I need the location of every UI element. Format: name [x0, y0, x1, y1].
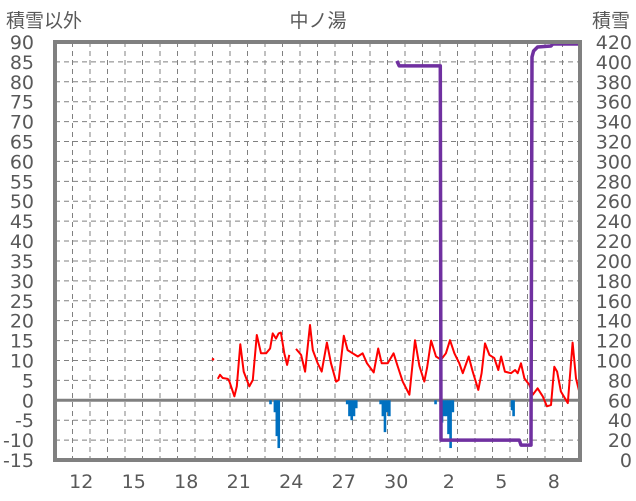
temperature-point — [211, 358, 215, 361]
y-right-tick-label: 400 — [596, 52, 632, 74]
precipitation-bar — [443, 400, 446, 417]
y-right-tick-label: 200 — [596, 251, 632, 273]
y-left-tick-label: 35 — [10, 251, 34, 273]
y-right-tick-label: 80 — [608, 370, 632, 392]
temperature-line — [216, 331, 291, 398]
precipitation-bar — [273, 400, 277, 413]
y-left-tick-label: 15 — [10, 331, 34, 353]
left-axis-title: 積雪以外 — [6, 10, 82, 32]
precipitation-bar — [383, 400, 387, 433]
precipitation-bar — [381, 400, 385, 417]
y-left-tick-label: 75 — [10, 92, 34, 114]
y-right-tick-label: 260 — [596, 191, 632, 213]
y-left-tick-label: 90 — [10, 32, 34, 54]
y-right-tick-label: 360 — [596, 92, 632, 114]
y-right-tick-label: 60 — [608, 390, 632, 412]
y-right-tick-label: 420 — [596, 32, 632, 54]
snow_depth-line — [395, 42, 580, 447]
y-left-tick-label: 55 — [10, 171, 34, 193]
y-right-tick-label: 140 — [596, 311, 632, 333]
precipitation-bar — [512, 400, 515, 417]
y-right-tick-label: 180 — [596, 271, 632, 293]
x-tick-label: 12 — [69, 471, 93, 493]
y-left-tick-label: 50 — [10, 191, 34, 213]
precipitation-bar — [449, 400, 452, 449]
right-axis-title: 積雪 — [592, 10, 630, 32]
y-left-tick-label: 10 — [10, 350, 34, 372]
x-tick-label: 8 — [548, 471, 560, 493]
x-tick-label: 21 — [227, 471, 251, 493]
y-left-tick-label: 40 — [10, 231, 34, 253]
y-right-tick-label: 220 — [596, 231, 632, 253]
y-right-tick-label: 120 — [596, 331, 632, 353]
y-left-tick-label: -5 — [15, 410, 34, 432]
precipitation-bar — [385, 400, 389, 413]
y-left-tick-label: 45 — [10, 211, 34, 233]
y-left-tick-label: 65 — [10, 132, 34, 154]
precipitation-bar — [445, 400, 448, 417]
y-left-tick-label: 80 — [10, 72, 34, 94]
y-left-tick-label: 70 — [10, 112, 34, 134]
y-left-tick-label: 30 — [10, 271, 34, 293]
chart-title: 中ノ湯 — [289, 10, 346, 32]
precipitation-bar — [275, 400, 279, 437]
y-right-tick-label: 340 — [596, 112, 632, 134]
x-tick-label: 18 — [174, 471, 198, 493]
y-right-tick-label: 40 — [608, 410, 632, 432]
y-right-tick-label: 280 — [596, 171, 632, 193]
y-left-tick-label: 5 — [22, 370, 34, 392]
tick-labels: 908580757065605550454035302520151050-5-1… — [3, 32, 632, 493]
precipitation-bar — [434, 400, 437, 405]
y-right-tick-label: 0 — [620, 450, 632, 472]
plot-border — [53, 40, 582, 462]
precipitation-bar — [451, 400, 455, 413]
y-left-tick-label: 60 — [10, 151, 34, 173]
x-tick-label: 15 — [122, 471, 146, 493]
y-left-tick-label: 20 — [10, 311, 34, 333]
precipitation-bar — [269, 400, 272, 405]
precipitation-bar — [277, 400, 281, 449]
x-tick-label: 30 — [384, 471, 408, 493]
x-tick-label: 5 — [495, 471, 507, 493]
precipitation-bar — [345, 400, 349, 405]
y-right-tick-label: 300 — [596, 151, 632, 173]
y-right-tick-label: 380 — [596, 72, 632, 94]
y-left-tick-label: -10 — [3, 430, 34, 452]
precipitation-bar — [352, 400, 356, 417]
y-right-tick-label: 320 — [596, 132, 632, 154]
y-right-tick-label: 240 — [596, 211, 632, 233]
precipitation-bar — [510, 400, 514, 411]
y-left-tick-label: 0 — [22, 390, 34, 412]
y-left-tick-label: -15 — [3, 450, 34, 472]
temperature-line — [295, 324, 581, 408]
x-tick-label: 2 — [443, 471, 455, 493]
precipitation-bar — [350, 400, 354, 421]
x-tick-label: 24 — [279, 471, 303, 493]
precipitation-bar — [348, 400, 351, 417]
precipitation-bar — [447, 400, 450, 435]
y-right-tick-label: 160 — [596, 291, 632, 313]
y-left-tick-label: 85 — [10, 52, 34, 74]
precipitation-bar — [388, 400, 391, 417]
series-lines — [211, 42, 581, 462]
precipitation-bars — [269, 400, 515, 449]
gridlines — [55, 42, 580, 460]
precipitation-bar — [354, 400, 358, 409]
y-left-tick-label: 25 — [10, 291, 34, 313]
y-right-tick-label: 100 — [596, 350, 632, 372]
y-right-tick-label: 20 — [608, 430, 632, 452]
x-tick-label: 27 — [332, 471, 356, 493]
precipitation-bar — [379, 400, 382, 405]
